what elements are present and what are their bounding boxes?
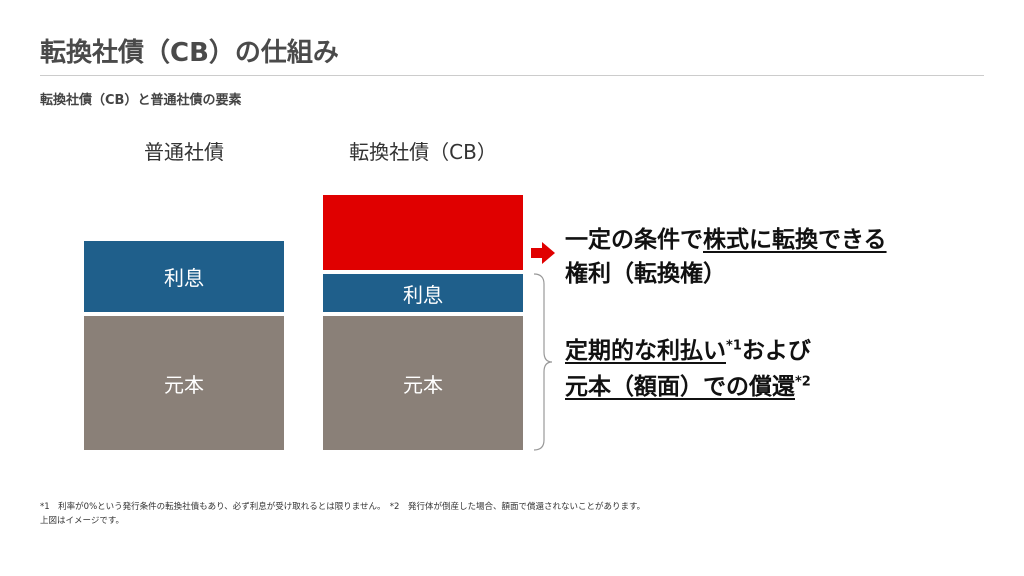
- principal-block: 元本: [323, 316, 523, 450]
- conversion-text: 一定の条件で株式に転換できる: [565, 220, 887, 254]
- title-rule: [40, 75, 984, 76]
- brace: [533, 273, 553, 451]
- text: および: [741, 338, 811, 364]
- payment-text: 定期的な利払い*1および: [565, 331, 811, 365]
- column-label: 普通社債: [144, 140, 224, 164]
- footnote: 上図はイメージです。: [40, 516, 124, 526]
- title: 転換社債（CB）の仕組み: [40, 38, 339, 68]
- brace-path: [533, 273, 553, 451]
- conversion-block: [323, 195, 523, 270]
- text: 元本（額面）での償還: [565, 374, 795, 400]
- conversion-text: 権利（転換権）: [565, 261, 726, 287]
- text: 株式に転換できる: [703, 227, 887, 253]
- footnote: *1 利率が0%という発行条件の転換社債もあり、必ず利息が受け取れるとは限りませ…: [40, 502, 646, 512]
- interest-block: 利息: [84, 241, 284, 312]
- arrow: [531, 242, 555, 264]
- note-ref: *2: [795, 374, 811, 390]
- arrow-shape: [531, 242, 555, 264]
- subtitle: 転換社債（CB）と普通社債の要素: [40, 93, 242, 108]
- column-label: 転換社債（CB）: [349, 140, 497, 164]
- note-ref: *1: [726, 338, 742, 354]
- interest-block: 利息: [323, 274, 523, 312]
- text: 一定の条件で: [565, 227, 703, 253]
- text: 定期的な利払い: [565, 338, 726, 364]
- principal-block: 元本: [84, 316, 284, 450]
- payment-text: 元本（額面）での償還*2: [565, 367, 811, 401]
